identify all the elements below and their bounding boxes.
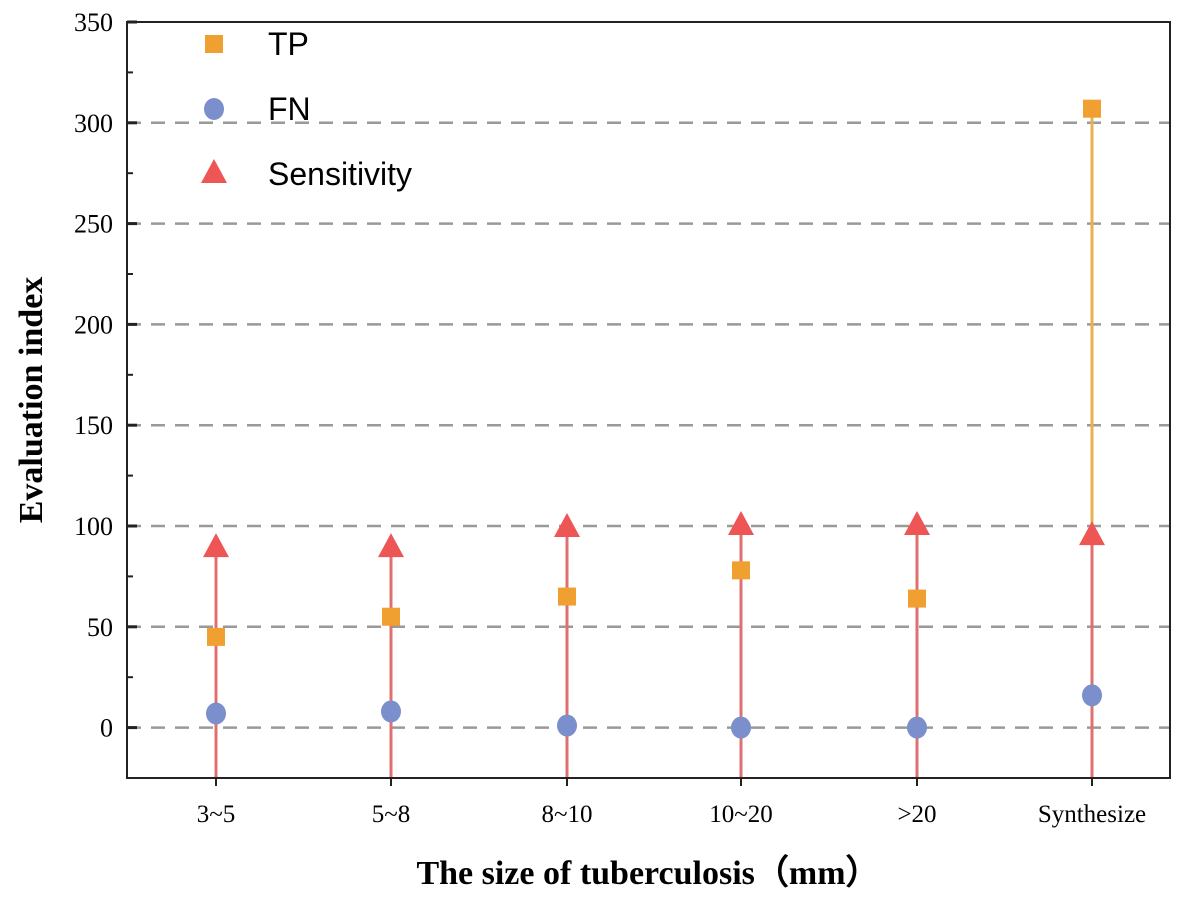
plot-frame <box>126 21 1171 779</box>
x-tick-label: 5~8 <box>372 801 411 828</box>
legend-fn-marker <box>204 98 224 120</box>
legend-tp-marker <box>205 35 223 53</box>
sensitivity-point <box>904 511 930 535</box>
legend: TP FN Sensitivity <box>201 26 412 192</box>
y-tick-label: 200 <box>74 310 113 339</box>
fn-point <box>731 716 751 739</box>
x-axis: 3~5 5~8 8~10 10~20 >20 Synthesize <box>197 778 1146 828</box>
y-axis: 0 50 100 150 200 250 300 350 <box>74 8 137 779</box>
x-tick-label: 10~20 <box>709 801 773 828</box>
y-tick-label: 300 <box>74 109 113 138</box>
sensitivity-point <box>378 533 404 558</box>
fn-point <box>206 702 226 725</box>
tp-point <box>732 561 750 580</box>
y-tick-label: 250 <box>74 210 113 239</box>
x-tick-label: >20 <box>897 801 936 828</box>
fn-point <box>1082 684 1102 707</box>
x-tick-label: 3~5 <box>197 801 236 828</box>
tp-point <box>908 589 926 608</box>
data-marks <box>203 99 1105 739</box>
y-tick-label: 350 <box>74 8 113 37</box>
fn-point <box>907 716 927 739</box>
tp-point <box>382 607 400 626</box>
x-tick-label: Synthesize <box>1038 801 1146 828</box>
tp-point <box>1083 99 1101 118</box>
legend-sensitivity-marker <box>201 159 227 183</box>
tp-point <box>558 587 576 606</box>
x-axis-label: The size of tuberculosis（mm） <box>416 853 879 892</box>
legend-tp-label: TP <box>268 26 309 62</box>
y-tick-label: 50 <box>87 613 113 642</box>
y-axis-label: Evaluation index <box>13 277 50 524</box>
sensitivity-point <box>1079 521 1105 546</box>
tp-point <box>207 627 225 646</box>
fn-point <box>557 714 577 737</box>
legend-fn-label: FN <box>268 91 311 127</box>
sensitivity-point <box>728 511 754 535</box>
sensitivity-point <box>554 513 580 538</box>
stems <box>214 108 1094 778</box>
x-tick-label: 8~10 <box>541 801 592 828</box>
legend-sensitivity-label: Sensitivity <box>268 156 412 192</box>
y-tick-label: 100 <box>74 512 113 541</box>
sensitivity-point <box>203 533 229 558</box>
fn-point <box>381 700 401 723</box>
grid-lines <box>127 121 1170 729</box>
y-tick-label: 0 <box>100 714 113 743</box>
y-tick-label: 150 <box>74 411 113 440</box>
